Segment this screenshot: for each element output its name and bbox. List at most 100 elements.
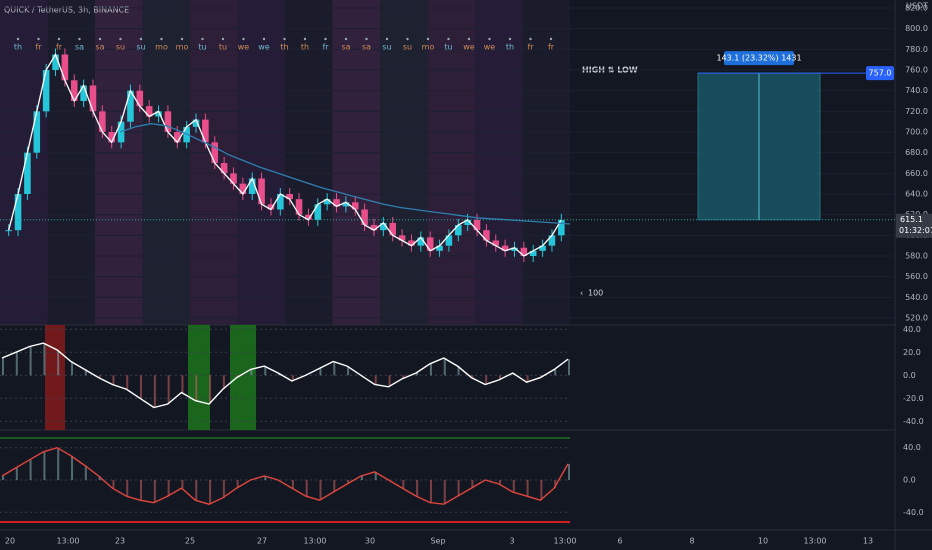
day-label: mo: [155, 43, 168, 52]
day-label: mo: [422, 43, 435, 52]
moving-average: [119, 123, 571, 225]
session-stripes: [0, 0, 570, 325]
y-tick-label: 780.0: [905, 45, 928, 54]
stripe: [95, 0, 143, 325]
day-dot: [488, 37, 491, 41]
side-count: 100: [588, 289, 603, 298]
candle: [455, 225, 462, 236]
osc-bar: [457, 366, 460, 376]
osc-bar: [512, 480, 515, 493]
osc-bar: [526, 375, 529, 383]
y-tick-label: 20.0: [903, 348, 921, 357]
candle: [426, 237, 434, 251]
day-dot: [283, 37, 286, 41]
y-tick-label: 520.0: [905, 314, 928, 323]
day-dot: [16, 37, 20, 41]
candle: [389, 222, 396, 236]
candle: [145, 106, 153, 117]
osc-bar: [57, 447, 60, 480]
candle: [258, 178, 265, 205]
osc-bar: [291, 375, 294, 382]
y-tick-label: 760.0: [905, 66, 928, 75]
day-label: su: [136, 43, 145, 52]
y-tick-label: -40.0: [903, 508, 924, 517]
osc-bar: [319, 368, 322, 376]
day-label: sa: [95, 43, 104, 52]
osc-bar: [153, 480, 156, 503]
day-dot: [365, 37, 368, 41]
day-dot: [303, 37, 307, 41]
osc-bar: [347, 366, 350, 376]
day-label: fr: [548, 43, 555, 52]
candle: [127, 90, 134, 122]
y-tick-label: 680.0: [905, 148, 928, 157]
signal-zone: [45, 325, 65, 430]
osc-bar: [140, 480, 143, 501]
osc-bar: [374, 375, 377, 385]
day-label: fr: [322, 43, 329, 52]
osc-bar: [195, 480, 198, 501]
osc-bar: [195, 375, 198, 401]
day-label: tu: [444, 43, 452, 52]
candle: [501, 245, 509, 251]
stripe: [142, 0, 190, 325]
y-tick-label: 640.0: [905, 190, 928, 199]
osc-bar: [2, 358, 4, 376]
candle: [24, 152, 31, 194]
time-label: 3: [509, 537, 514, 546]
stripe: [380, 0, 428, 325]
osc-bar: [443, 358, 446, 376]
candle: [192, 119, 200, 127]
candle: [155, 111, 162, 117]
candle: [305, 214, 312, 220]
candle: [370, 225, 378, 231]
day-dot: [385, 37, 389, 41]
day-label: sa: [362, 43, 371, 52]
osc-bar: [126, 375, 129, 390]
day-dot: [180, 37, 184, 41]
day-dot: [467, 37, 471, 41]
candle: [286, 194, 293, 200]
osc-bar: [264, 366, 267, 376]
candle: [61, 54, 69, 81]
day-dot: [447, 37, 450, 41]
osc-bar: [43, 343, 46, 376]
candle: [323, 199, 331, 205]
candle: [202, 119, 209, 143]
time-label: 25: [185, 537, 195, 546]
osc-bar: [485, 375, 488, 385]
y-tick-label: 700.0: [905, 128, 928, 137]
day-label: su: [382, 43, 391, 52]
osc-bar: [554, 480, 557, 489]
stripe: [427, 0, 475, 325]
candle: [351, 202, 359, 210]
candle: [333, 199, 340, 207]
time-label: 20: [5, 537, 15, 546]
candle: [211, 142, 219, 163]
osc-line: [1, 446, 569, 505]
osc-bar: [71, 361, 74, 376]
osc-bar: [181, 375, 184, 393]
signal-zone: [188, 325, 210, 430]
osc-bar: [112, 480, 115, 489]
osc-bar: [209, 375, 212, 405]
time-label: 13:00: [803, 537, 826, 546]
candle: [436, 245, 443, 251]
time-label: Sep: [430, 537, 445, 546]
day-label: we: [463, 43, 475, 52]
day-label: we: [238, 43, 250, 52]
osc-bar: [568, 359, 570, 376]
osc-line: [1, 342, 569, 409]
candle: [558, 219, 565, 236]
y-tick-label: 0.0: [903, 371, 916, 380]
candle: [520, 247, 528, 256]
candle: [80, 85, 87, 101]
day-label: th: [280, 43, 288, 52]
time-label: 13:00: [303, 537, 326, 546]
stripe: [237, 0, 285, 325]
osc-bar: [181, 480, 184, 489]
candle: [174, 132, 181, 143]
candle: [445, 235, 453, 246]
candle: [473, 219, 481, 231]
osc-bar: [153, 375, 156, 408]
